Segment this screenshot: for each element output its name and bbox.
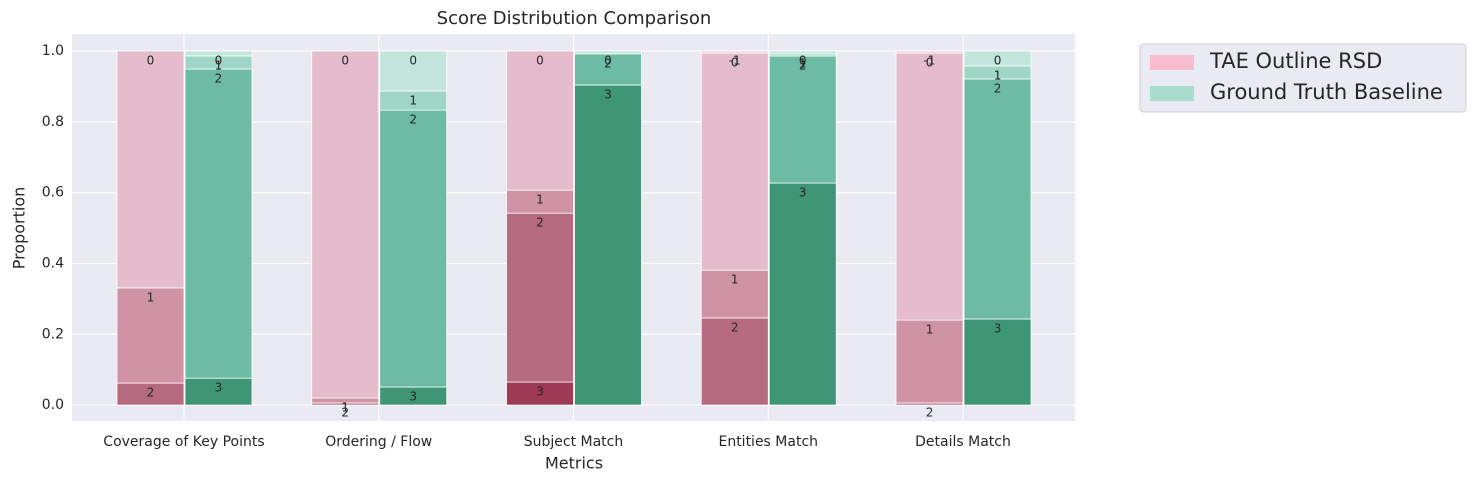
- segment-label: 2: [994, 81, 1002, 95]
- segment-label: -1: [729, 53, 741, 67]
- bar-segment: [700, 50, 769, 54]
- bar-segment: [895, 319, 964, 404]
- segment-label: 0: [604, 53, 612, 67]
- segment-label: 0: [147, 53, 155, 67]
- segment-label: 2: [799, 58, 807, 72]
- y-axis-label: Proportion: [10, 187, 29, 270]
- segment-label: 0: [731, 56, 739, 70]
- segment-label: 1: [341, 400, 349, 414]
- legend: [1139, 43, 1467, 113]
- segment-label: 0: [409, 53, 417, 67]
- segment-label: 0: [799, 53, 807, 67]
- segment-label: 1: [215, 58, 223, 72]
- bar-segment: [768, 50, 837, 55]
- y-tick-label: 0.2: [42, 326, 64, 342]
- segment-label: 0: [536, 53, 544, 67]
- segment-label: 0: [341, 53, 349, 67]
- segment-label: 1: [409, 94, 417, 108]
- segment-label: 0: [215, 53, 223, 67]
- bar-segment: [574, 53, 642, 86]
- segment-label: 1: [799, 56, 807, 70]
- chart-title: Score Distribution Comparison: [437, 8, 712, 29]
- segment-label: 2: [926, 405, 934, 419]
- segment-label: 3: [215, 381, 223, 395]
- bar-segment: [574, 50, 642, 55]
- segment-label: 2: [604, 56, 612, 70]
- segment-label: 3: [799, 186, 807, 200]
- segment-label: 2: [536, 216, 544, 230]
- segment-label: 3: [604, 87, 612, 101]
- segment-label: 3: [409, 390, 417, 404]
- segment-label: 2: [215, 72, 223, 86]
- bar-segment: [963, 78, 1032, 320]
- bar-segment: [506, 212, 574, 383]
- bar-segment: [700, 52, 769, 271]
- y-tick-label: 1.0: [42, 43, 64, 59]
- bar-segment: [574, 84, 642, 406]
- y-tick-label: 0.8: [42, 114, 64, 130]
- bar-segment: [311, 50, 380, 399]
- bar-segment: [184, 50, 253, 57]
- bar-segment: [184, 68, 253, 379]
- y-tick-label: 0.6: [42, 185, 64, 201]
- y-tick-label: 0.4: [42, 255, 64, 271]
- bar-segment: [768, 55, 837, 184]
- legend-label: TAE Outline RSD: [1209, 49, 1382, 73]
- bar-segment: [116, 50, 185, 289]
- segment-label: 1: [926, 323, 934, 337]
- bar-segment: [895, 52, 964, 321]
- legend-swatch: [1150, 86, 1194, 101]
- segment-label: 1: [536, 193, 544, 207]
- legend-swatch: [1150, 55, 1194, 70]
- segment-label: 2: [409, 113, 417, 127]
- legend-label: Ground Truth Baseline: [1210, 80, 1443, 104]
- x-axis-label: Metrics: [545, 454, 603, 473]
- x-tick-label: Details Match: [915, 434, 1011, 450]
- bar-segment: [700, 269, 769, 319]
- segment-label: 0: [926, 56, 934, 70]
- x-tick-label: Entities Match: [718, 434, 818, 450]
- segment-label: 2: [341, 405, 349, 419]
- segment-label: 1: [147, 290, 155, 304]
- bar-segment: [116, 287, 185, 384]
- segment-label: 0: [994, 53, 1002, 67]
- segment-label: 2: [731, 320, 739, 334]
- bar-segment: [379, 50, 448, 92]
- segment-label: 3: [994, 322, 1002, 336]
- x-tick-label: Ordering / Flow: [325, 434, 432, 450]
- segment-label: 3: [536, 385, 544, 399]
- bar-segment: [506, 50, 574, 191]
- segment-label: -1: [924, 53, 936, 67]
- bar-segment: [963, 318, 1032, 406]
- x-tick-label: Coverage of Key Points: [103, 434, 264, 450]
- segment-label: 2: [147, 386, 155, 400]
- bar-segment: [895, 50, 964, 54]
- segment-label: 1: [731, 273, 739, 287]
- x-tick-label: Subject Match: [524, 434, 624, 450]
- y-tick-label: 0.0: [42, 397, 64, 413]
- segment-label: 1: [994, 68, 1002, 82]
- bar-segment: [768, 182, 837, 406]
- bar-segment: [184, 377, 253, 406]
- bar-segment: [379, 109, 448, 388]
- bar-segment: [963, 50, 1032, 67]
